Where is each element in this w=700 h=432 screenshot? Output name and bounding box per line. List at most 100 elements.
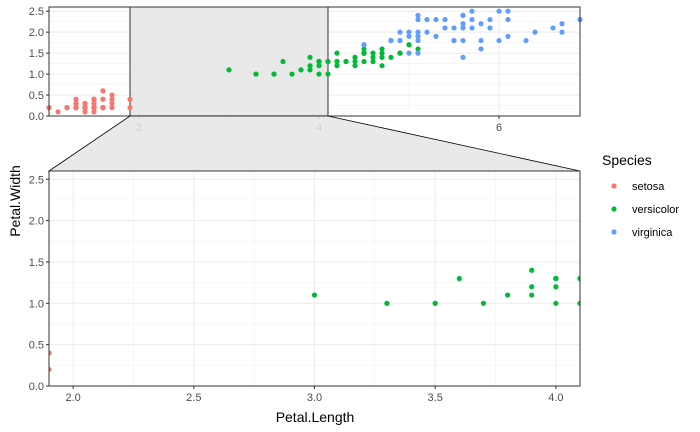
- overview-x-tick-label: 6: [496, 122, 502, 134]
- overview-point-versicolor: [334, 58, 340, 65]
- overview-y-tick-label: 1.0: [29, 69, 44, 81]
- overview-point-virginica: [469, 25, 475, 31]
- legend-label-versicolor: versicolor: [632, 204, 679, 216]
- overview-point-versicolor: [343, 58, 349, 65]
- overview-point-virginica: [415, 50, 421, 56]
- overview-point-setosa: [109, 100, 115, 107]
- overview-point-virginica: [469, 8, 475, 14]
- overview-point-versicolor: [307, 54, 313, 60]
- overview-point-versicolor: [316, 71, 322, 77]
- overview-point-virginica: [433, 16, 439, 23]
- overview-point-virginica: [415, 37, 421, 44]
- zoom-point-versicolor: [456, 275, 462, 282]
- overview-y-tick-label: 2.5: [29, 6, 44, 18]
- overview-point-setosa: [82, 109, 88, 115]
- overview-y-tick-label: 1.5: [29, 48, 44, 60]
- overview-point-virginica: [424, 29, 430, 35]
- overview-point-setosa: [91, 105, 97, 111]
- overview-point-virginica: [505, 16, 511, 23]
- overview-point-virginica: [460, 12, 466, 18]
- overview-point-virginica: [460, 21, 466, 27]
- overview-point-virginica: [406, 33, 412, 39]
- zoom-point-versicolor: [553, 300, 559, 306]
- overview-point-virginica: [415, 33, 421, 39]
- overview-point-versicolor: [379, 46, 385, 52]
- overview-point-versicolor: [316, 63, 322, 69]
- legend-key-versicolor: [611, 206, 617, 212]
- overview-point-versicolor: [361, 58, 367, 65]
- overview-point-virginica: [397, 37, 403, 44]
- zoom-x-tick-label: 2.5: [186, 392, 201, 404]
- overview-point-versicolor: [379, 63, 385, 69]
- overview-point-setosa: [127, 105, 133, 111]
- overview-point-virginica: [451, 37, 457, 44]
- overview-point-virginica: [496, 8, 502, 14]
- overview-point-versicolor: [316, 58, 322, 65]
- overview-y-tick-label: 0.5: [29, 90, 44, 102]
- zoom-point-setosa: [49, 350, 52, 356]
- overview-point-versicolor: [289, 71, 295, 77]
- zoom-y-tick-label: 0.5: [29, 340, 44, 352]
- overview-point-virginica: [397, 29, 403, 35]
- overview-point-virginica: [559, 29, 565, 35]
- overview-point-versicolor: [370, 54, 376, 60]
- overview-point-versicolor: [298, 67, 304, 73]
- zoom-point-versicolor: [577, 275, 580, 282]
- overview-point-versicolor: [352, 58, 358, 65]
- zoom-x-tick-label: 3.5: [428, 392, 443, 404]
- overview-point-virginica: [487, 25, 493, 31]
- zoom-point-versicolor: [577, 300, 580, 306]
- overview-point-versicolor: [379, 50, 385, 56]
- overview-point-versicolor: [253, 71, 259, 77]
- zoom-points: [49, 267, 580, 373]
- overview-point-versicolor: [334, 63, 340, 69]
- overview-point-setosa: [100, 88, 106, 94]
- zoom-y-tick-label: 1.5: [29, 257, 44, 269]
- zoom-grid: [49, 171, 580, 387]
- overview-y-tick-label: 0.0: [29, 111, 44, 123]
- overview-point-virginica: [442, 25, 448, 31]
- overview-point-virginica: [496, 37, 502, 44]
- overview-zoom-region: [129, 6, 329, 117]
- overview-point-setosa: [64, 105, 70, 111]
- zoom-x-tick-label: 4.0: [548, 392, 563, 404]
- overview-point-setosa: [127, 96, 133, 102]
- overview-point-virginica: [478, 46, 484, 52]
- overview-point-virginica: [505, 8, 511, 14]
- legend-key-virginica: [611, 229, 617, 235]
- overview-point-setosa: [91, 100, 97, 107]
- overview-point-setosa: [91, 96, 97, 102]
- overview-point-versicolor: [361, 46, 367, 52]
- zoom-y-tick-label: 2.5: [29, 174, 44, 186]
- zoom-ticks: 2.0 2.5 3.0 3.5 4.0 0.0 0.5 1.0 1.5 2.0 2.5: [29, 174, 564, 404]
- zoom-panel: 2.0 2.5 3.0 3.5 4.0 0.0 0.5 1.0 1.5 2.0 2.5 Petal.…: [7, 165, 581, 425]
- overview-point-virginica: [415, 12, 421, 18]
- overview-point-virginica: [478, 37, 484, 44]
- legend-label-setosa: setosa: [632, 181, 665, 193]
- legend-key-setosa: [611, 183, 617, 189]
- overview-point-virginica: [523, 37, 529, 44]
- overview-point-virginica: [559, 21, 565, 27]
- overview-point-virginica: [451, 25, 457, 31]
- overview-point-virginica: [424, 16, 430, 23]
- overview-point-virginica: [550, 25, 556, 31]
- overview-point-versicolor: [352, 54, 358, 60]
- overview-point-setosa: [73, 96, 79, 102]
- zoom-point-versicolor: [480, 300, 487, 306]
- overview-point-versicolor: [352, 63, 358, 69]
- overview-point-setosa: [82, 105, 88, 111]
- overview-point-virginica: [460, 54, 466, 60]
- overview-point-setosa: [109, 92, 115, 98]
- overview-point-virginica: [361, 42, 367, 48]
- zoom-point-versicolor: [504, 292, 511, 298]
- overview-point-versicolor: [406, 42, 412, 48]
- overview-point-versicolor: [379, 54, 385, 60]
- overview-point-versicolor: [388, 54, 394, 60]
- zoom-y-tick-label: 1.0: [29, 298, 44, 310]
- zoom-point-setosa: [49, 366, 52, 373]
- overview-point-versicolor: [334, 50, 340, 56]
- y-axis-title: Petal.Width: [7, 165, 23, 237]
- zoom-point-versicolor: [432, 300, 438, 306]
